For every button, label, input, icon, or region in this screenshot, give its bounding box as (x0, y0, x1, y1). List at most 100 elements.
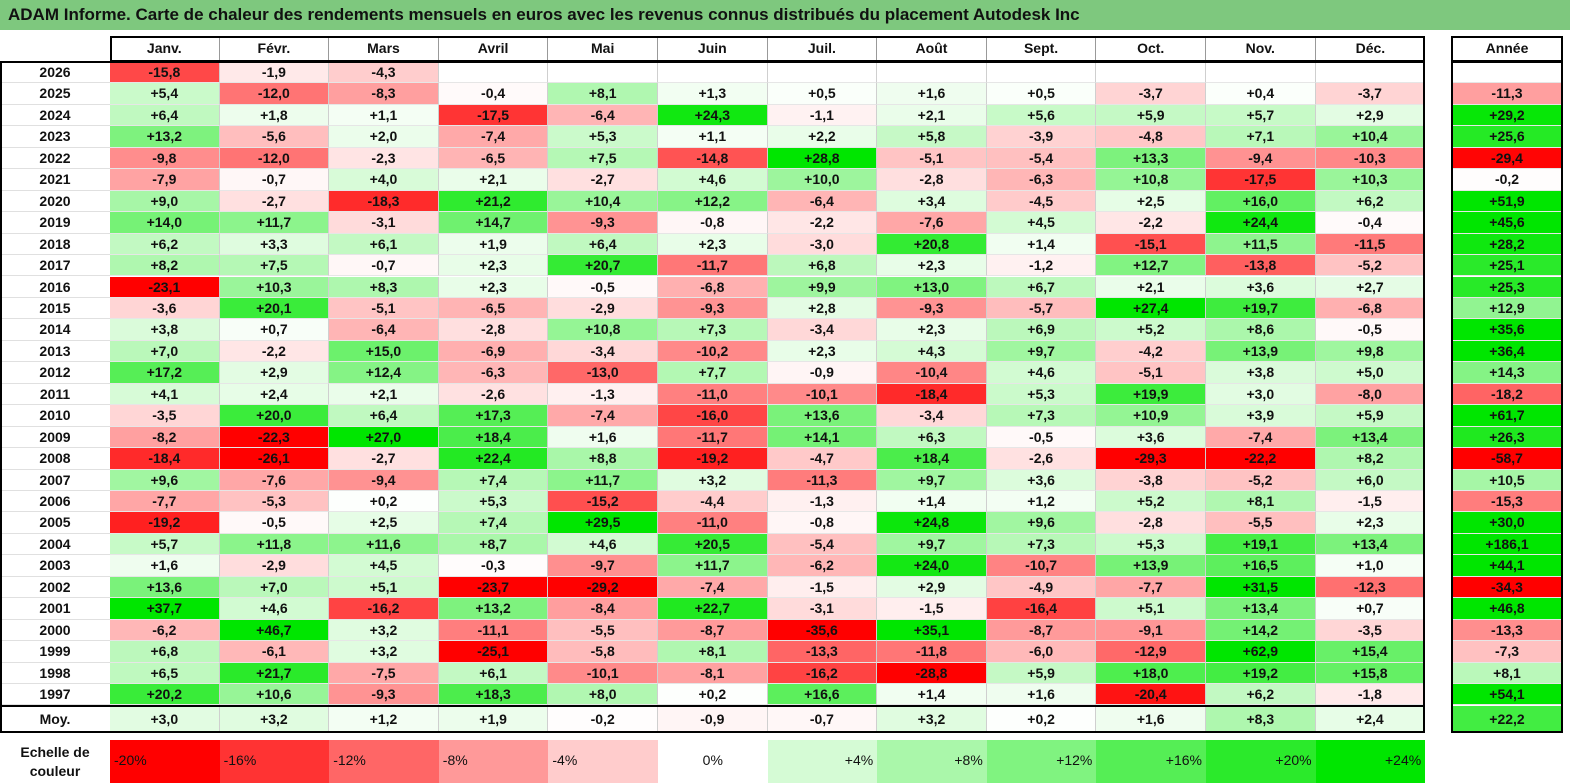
cell-2004-12: +13,4 (1315, 533, 1426, 556)
cell-2015-1: -3,6 (110, 297, 220, 320)
average-cell-9: +0,2 (986, 706, 1097, 732)
cell-2003-10: +13,9 (1096, 555, 1206, 577)
cell-2005-1: -19,2 (110, 512, 220, 534)
cell-2022-4: -6,5 (438, 147, 549, 170)
cell-1998-10: +18,0 (1096, 662, 1206, 685)
cell-2008-3: -2,7 (329, 448, 439, 470)
cell-2011-10: +19,9 (1096, 383, 1206, 406)
average-cell-annual: +22,2 (1451, 706, 1563, 732)
cell-2024-7: -1,1 (767, 104, 878, 127)
row-label-2005: 2005 (0, 512, 110, 534)
cell-2008-6: -19,2 (658, 448, 768, 470)
cell-2007-4: +7,4 (438, 469, 549, 491)
cell-2007-9: +3,6 (986, 469, 1097, 491)
cell-2005-annual: +30,0 (1451, 512, 1563, 534)
cell-2021-11: -17,5 (1206, 169, 1316, 191)
cell-2000-3: +3,2 (329, 619, 439, 642)
cell-2001-11: +13,4 (1206, 598, 1316, 620)
cell-2022-annual: -29,4 (1451, 147, 1563, 170)
cell-2009-8: +6,3 (877, 426, 987, 449)
row-label-1998: 1998 (0, 662, 110, 685)
cell-2021-6: +4,6 (658, 169, 768, 191)
cell-2017-4: +2,3 (438, 255, 549, 277)
scale-swatch-11: +20% (1206, 740, 1316, 783)
cell-2016-4: +2,3 (438, 276, 549, 298)
cell-1997-3: -9,3 (329, 684, 439, 706)
cell-2006-6: -4,4 (658, 491, 768, 513)
cell-2014-10: +5,2 (1096, 319, 1206, 341)
cell-2006-3: +0,2 (329, 491, 439, 513)
cell-2025-2: -12,0 (219, 83, 330, 105)
cell-1997-5: +8,0 (548, 684, 658, 706)
cell-2011-12: -8,0 (1315, 383, 1426, 406)
cell-2020-5: +10,4 (548, 190, 658, 213)
cell-2019-5: -9,3 (548, 212, 658, 234)
cell-2001-8: -1,5 (877, 598, 987, 620)
cell-2008-4: +22,4 (438, 448, 549, 470)
cell-2008-11: -22,2 (1206, 448, 1316, 470)
average-cell-8: +3,2 (877, 706, 987, 732)
cell-2018-3: +6,1 (329, 233, 439, 256)
cell-2015-10: +27,4 (1096, 297, 1206, 320)
cell-2026-10 (1096, 62, 1206, 84)
cell-1998-2: +21,7 (219, 662, 330, 685)
cell-2009-annual: +26,3 (1451, 426, 1563, 449)
cell-2001-2: +4,6 (219, 598, 330, 620)
cell-2015-6: -9,3 (658, 297, 768, 320)
cell-2010-1: -3,5 (110, 405, 220, 427)
cell-1999-9: -6,0 (986, 641, 1097, 663)
cell-2022-9: -5,4 (986, 147, 1097, 170)
cell-2025-7: +0,5 (767, 83, 878, 105)
cell-2018-8: +20,8 (877, 233, 987, 256)
cell-2026-1: -15,8 (110, 62, 220, 84)
cell-2020-2: -2,7 (219, 190, 330, 213)
cell-2013-1: +7,0 (110, 340, 220, 363)
cell-1999-12: +15,4 (1315, 641, 1426, 663)
cell-2010-9: +7,3 (986, 405, 1097, 427)
column-header-5: Mai (548, 36, 658, 62)
cell-2016-6: -6,8 (658, 276, 768, 298)
cell-2008-2: -26,1 (219, 448, 330, 470)
cell-2006-12: -1,5 (1315, 491, 1426, 513)
cell-1998-6: -8,1 (658, 662, 768, 685)
cell-2010-7: +13,6 (767, 405, 878, 427)
cell-2013-11: +13,9 (1206, 340, 1316, 363)
cell-2004-annual: +186,1 (1451, 533, 1563, 556)
cell-2026-2: -1,9 (219, 62, 330, 84)
cell-2017-8: +2,3 (877, 255, 987, 277)
cell-1999-6: +8,1 (658, 641, 768, 663)
cell-2019-8: -7,6 (877, 212, 987, 234)
cell-2012-annual: +14,3 (1451, 362, 1563, 384)
cell-2000-2: +46,7 (219, 619, 330, 642)
cell-2002-11: +31,5 (1206, 576, 1316, 599)
cell-2001-1: +37,7 (110, 598, 220, 620)
cell-2016-12: +2,7 (1315, 276, 1426, 298)
cell-2021-5: -2,7 (548, 169, 658, 191)
cell-2026-12 (1315, 62, 1426, 84)
cell-1997-8: +1,4 (877, 684, 987, 706)
cell-2013-6: -10,2 (658, 340, 768, 363)
average-cell-10: +1,6 (1096, 706, 1206, 732)
cell-2021-9: -6,3 (986, 169, 1097, 191)
cell-2024-8: +2,1 (877, 104, 987, 127)
cell-2017-2: +7,5 (219, 255, 330, 277)
cell-2015-annual: +12,9 (1451, 297, 1563, 320)
cell-2001-10: +5,1 (1096, 598, 1206, 620)
cell-2007-2: -7,6 (219, 469, 330, 491)
cell-2026-11 (1206, 62, 1316, 84)
cell-2009-4: +18,4 (438, 426, 549, 449)
cell-2008-8: +18,4 (877, 448, 987, 470)
cell-2005-10: -2,8 (1096, 512, 1206, 534)
cell-2006-2: -5,3 (219, 491, 330, 513)
cell-2018-1: +6,2 (110, 233, 220, 256)
cell-2007-6: +3,2 (658, 469, 768, 491)
cell-2006-annual: -15,3 (1451, 491, 1563, 513)
cell-2003-annual: +44,1 (1451, 555, 1563, 577)
cell-2010-10: +10,9 (1096, 405, 1206, 427)
color-scale-label: Echelle de couleur (20, 744, 90, 779)
row-label-2020: 2020 (0, 190, 110, 213)
cell-2007-8: +9,7 (877, 469, 987, 491)
cell-2009-5: +1,6 (548, 426, 658, 449)
cell-2019-3: -3,1 (329, 212, 439, 234)
